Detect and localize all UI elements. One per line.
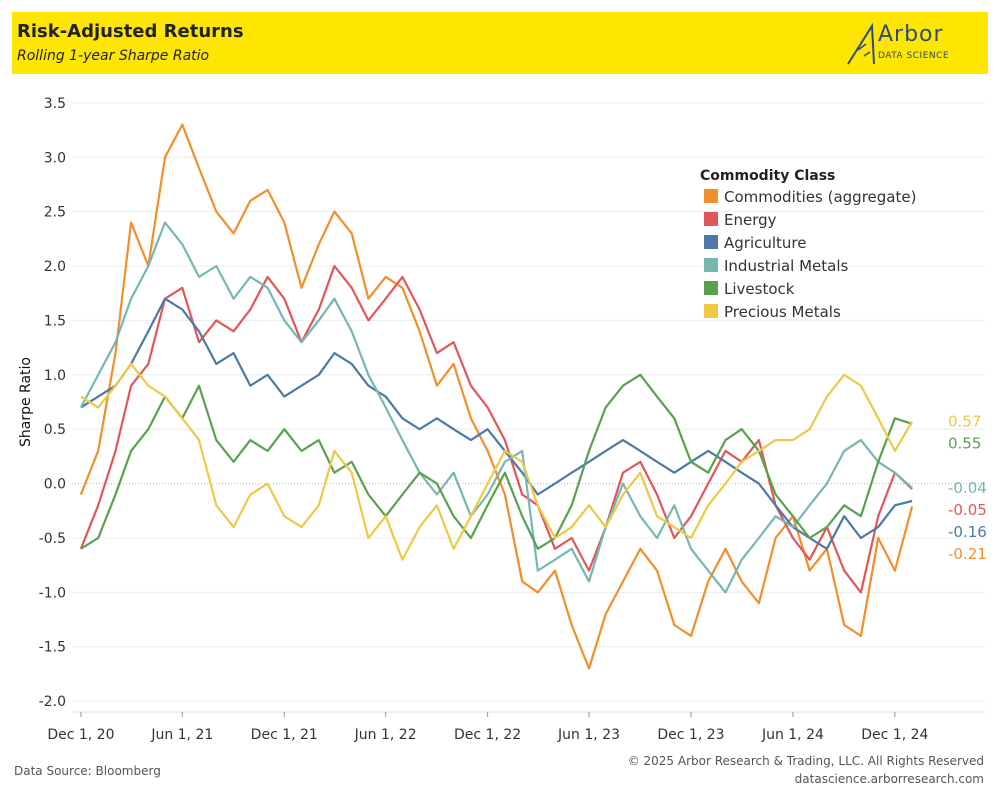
legend-swatch: [704, 212, 718, 226]
y-tick-label: 0.5: [44, 422, 66, 438]
arbor-logo: Arbor DATA SCIENCE: [844, 20, 974, 68]
copyright: © 2025 Arbor Research & Trading, LLC. Al…: [627, 754, 984, 768]
y-tick-label: 2.0: [44, 259, 66, 275]
end-value-label: -0.16: [948, 523, 987, 541]
end-value-label: -0.21: [948, 545, 987, 563]
x-tick-label: Jun 1, 22: [354, 727, 417, 743]
legend-swatch: [704, 258, 718, 272]
x-tick-label: Jun 1, 23: [557, 727, 620, 743]
y-tick-label: 1.5: [44, 313, 66, 329]
y-tick-label: 3.5: [44, 96, 66, 112]
legend: Commodity Class Commodities (aggregate) En…: [700, 168, 916, 321]
y-tick-label: 0.0: [44, 477, 66, 493]
y-axis-label: Sharpe Ratio: [18, 357, 34, 447]
legend-item-label: Energy: [724, 211, 777, 229]
legend-item-label: Industrial Metals: [724, 257, 849, 275]
y-tick-label: -2.0: [39, 694, 66, 710]
legend-item-label: Commodities (aggregate): [724, 188, 916, 206]
series-line-livestock: [80, 373, 913, 550]
chart-subtitle: Rolling 1-year Sharpe Ratio: [17, 48, 210, 64]
series-line-precious-metals: [80, 362, 914, 561]
series-line-industrial-metals: [79, 221, 913, 594]
x-tick-label: Dec 1, 22: [454, 727, 521, 743]
legend-swatch: [704, 189, 718, 203]
legend-item-label: Agriculture: [724, 234, 807, 252]
legend-swatch: [704, 281, 718, 295]
x-tick-label: Dec 1, 23: [657, 727, 724, 743]
website-link[interactable]: datascience.arborresearch.com: [794, 772, 984, 786]
tree-logo-icon: [847, 22, 875, 65]
x-tick-label: Dec 1, 24: [861, 727, 928, 743]
y-tick-label: 3.0: [44, 150, 66, 166]
legend-item-label: Livestock: [724, 280, 795, 298]
data-source: Data Source: Bloomberg: [14, 764, 161, 778]
end-value-label: -0.05: [948, 501, 987, 519]
header-banner: Risk-Adjusted Returns Rolling 1-year Sha…: [12, 12, 988, 74]
legend-swatch: [704, 235, 718, 249]
series-line-energy: [79, 264, 913, 594]
y-tick-label: -1.0: [39, 585, 66, 601]
legend-item-label: Precious Metals: [724, 303, 841, 321]
x-tick-label: Jun 1, 21: [150, 727, 213, 743]
end-value-label: 0.55: [948, 435, 981, 453]
end-value-label: 0.57: [948, 413, 981, 431]
y-tick-label: 1.0: [44, 368, 66, 384]
x-tick-label: Dec 1, 21: [251, 727, 318, 743]
legend-title: Commodity Class: [700, 168, 835, 184]
legend-swatch: [704, 304, 718, 318]
line-chart: -2.0 -1.5 -1.0 -0.5 0.0 0.5 1.0 1.5 2.0 2.5 3.0 3.5…: [18, 96, 987, 743]
logo-subtext: DATA SCIENCE: [878, 51, 950, 61]
x-tick-label: Dec 1, 20: [47, 727, 114, 743]
series-line-agriculture: [80, 297, 913, 550]
logo-wordmark: Arbor: [878, 22, 944, 47]
series-line-commodities-aggregate-: [79, 123, 914, 670]
y-tick-label: -1.5: [39, 640, 66, 656]
x-tick-label: Jun 1, 24: [761, 727, 824, 743]
chart-title: Risk-Adjusted Returns: [17, 21, 244, 42]
y-tick-label: -0.5: [39, 531, 66, 547]
end-value-label: -0.04: [948, 479, 987, 497]
y-tick-label: 2.5: [44, 205, 66, 221]
